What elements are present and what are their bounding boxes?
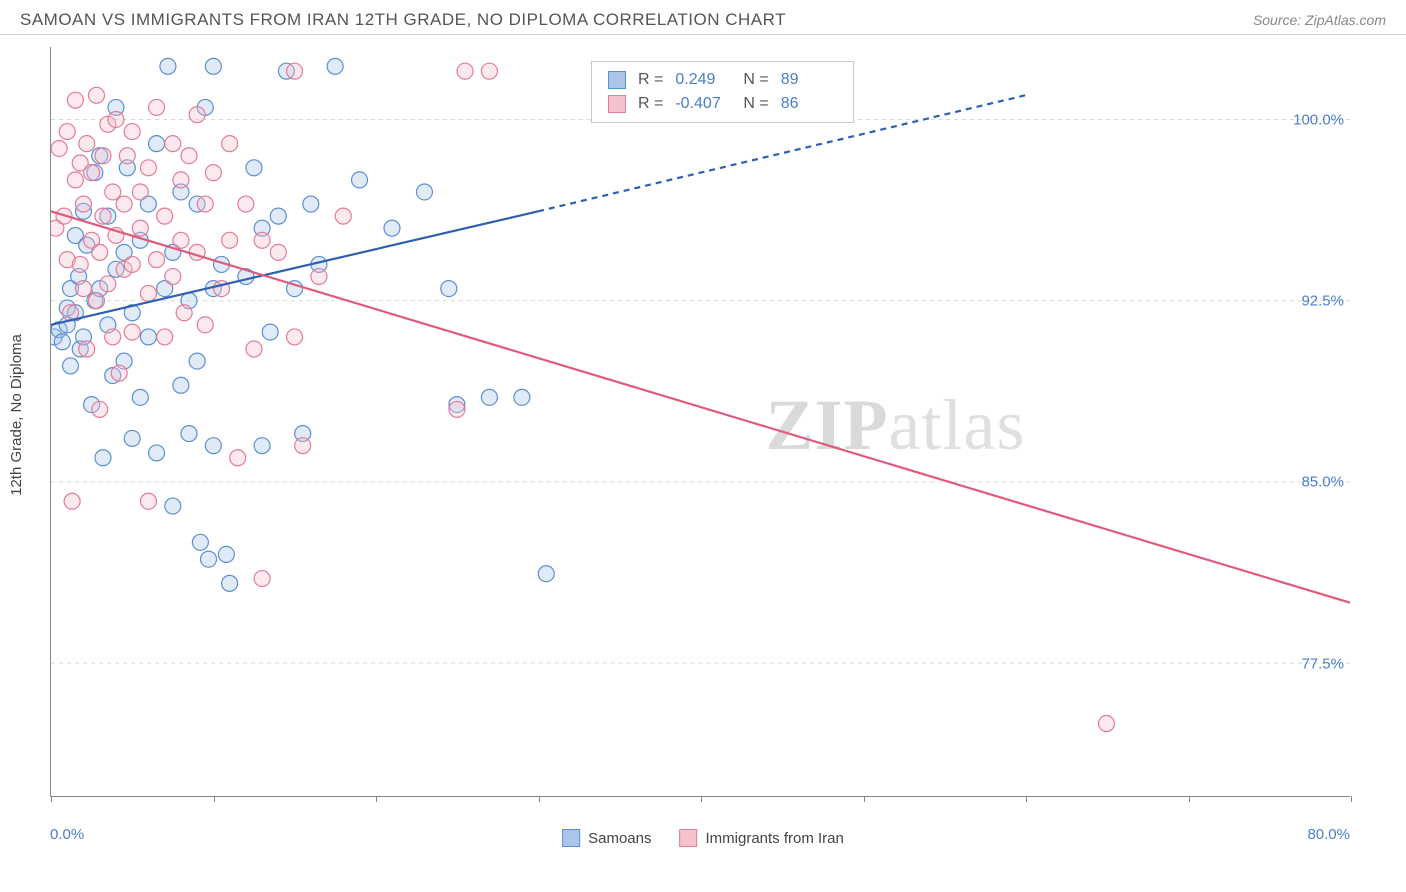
r-value-samoans: 0.249 <box>675 71 731 89</box>
stats-legend: R = 0.249 N = 89 R = -0.407 N = 86 <box>591 61 854 123</box>
x-tick-mark <box>51 796 52 802</box>
n-value-iran: 86 <box>781 95 837 113</box>
plot-area: ZIPatlas 77.5% 85.0% 92.5% 100.0% R = 0.249… <box>50 47 1350 797</box>
x-tick-mark <box>214 796 215 802</box>
n-value-samoans: 89 <box>781 71 837 89</box>
x-tick-mark <box>864 796 865 802</box>
legend-item-samoans: Samoans <box>562 829 651 847</box>
stats-row-iran: R = -0.407 N = 86 <box>608 92 837 116</box>
chart-svg <box>51 47 1350 796</box>
x-axis-max-label: 80.0% <box>1307 826 1350 843</box>
x-axis-min-label: 0.0% <box>50 826 84 843</box>
y-axis-label: 12th Grade, No Diploma <box>8 334 25 496</box>
x-tick-mark <box>1189 796 1190 802</box>
x-tick-mark <box>539 796 540 802</box>
stats-row-samoans: R = 0.249 N = 89 <box>608 68 837 92</box>
chart-source: Source: ZipAtlas.com <box>1253 12 1386 28</box>
legend-label-iran: Immigrants from Iran <box>706 830 844 847</box>
legend-swatch-samoans-icon <box>562 829 580 847</box>
legend-item-iran: Immigrants from Iran <box>680 829 844 847</box>
watermark-rest: atlas <box>888 385 1025 465</box>
watermark: ZIPatlas <box>765 384 1025 467</box>
x-tick-mark <box>1026 796 1027 802</box>
watermark-bold: ZIP <box>765 385 888 465</box>
chart-container: 12th Grade, No Diploma ZIPatlas 77.5% 85.… <box>0 35 1406 885</box>
chart-header: SAMOAN VS IMMIGRANTS FROM IRAN 12TH GRAD… <box>0 0 1406 35</box>
x-tick-mark <box>701 796 702 802</box>
y-tick-label: 85.0% <box>1301 474 1344 491</box>
y-tick-label: 92.5% <box>1301 293 1344 310</box>
chart-title: SAMOAN VS IMMIGRANTS FROM IRAN 12TH GRAD… <box>20 10 786 30</box>
r-value-iran: -0.407 <box>675 95 731 113</box>
x-tick-mark <box>376 796 377 802</box>
y-tick-label: 100.0% <box>1293 111 1344 128</box>
swatch-samoans-icon <box>608 71 626 89</box>
legend-swatch-iran-icon <box>680 829 698 847</box>
legend-bottom: Samoans Immigrants from Iran <box>562 829 844 847</box>
x-tick-mark <box>1351 796 1352 802</box>
y-tick-label: 77.5% <box>1301 655 1344 672</box>
legend-label-samoans: Samoans <box>588 830 651 847</box>
swatch-iran-icon <box>608 95 626 113</box>
